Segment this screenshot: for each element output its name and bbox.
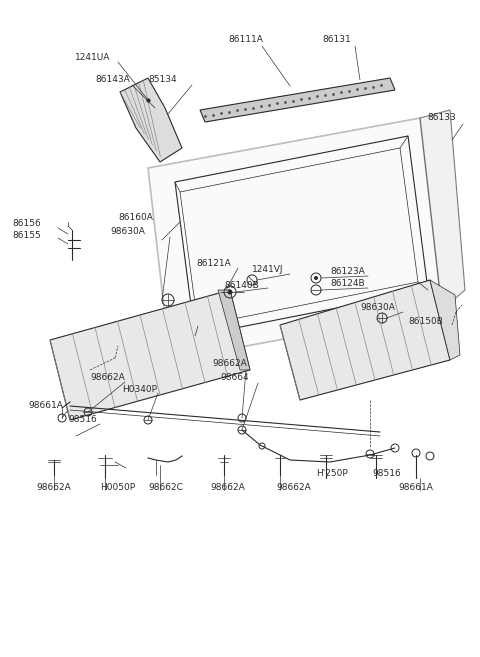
Polygon shape: [50, 290, 250, 420]
Text: 86111A: 86111A: [228, 35, 263, 45]
Text: 98662A: 98662A: [212, 359, 247, 369]
Text: 98516: 98516: [68, 415, 97, 424]
Text: 86143A: 86143A: [95, 76, 130, 85]
Text: 86121A: 86121A: [196, 260, 231, 269]
Text: 98664: 98664: [220, 373, 249, 382]
Text: 86155: 86155: [12, 231, 41, 240]
Polygon shape: [218, 290, 250, 370]
Text: 86140B: 86140B: [224, 281, 259, 290]
Text: 86123A: 86123A: [330, 267, 365, 277]
Text: 98662A: 98662A: [36, 484, 71, 493]
Text: 86133: 86133: [427, 114, 456, 122]
Polygon shape: [420, 110, 465, 310]
Text: 98661A: 98661A: [398, 484, 433, 493]
Text: 86124B: 86124B: [330, 279, 365, 288]
Text: 1241UA: 1241UA: [75, 53, 110, 62]
Text: 98662C: 98662C: [148, 484, 183, 493]
Text: 98662A: 98662A: [276, 484, 311, 493]
Polygon shape: [200, 78, 395, 122]
Text: H0340P: H0340P: [122, 386, 157, 394]
Text: 98661A: 98661A: [28, 401, 63, 411]
Polygon shape: [148, 118, 442, 360]
Text: 98662A: 98662A: [90, 373, 125, 382]
Text: 98630A: 98630A: [110, 227, 145, 237]
Text: 86150B: 86150B: [408, 317, 443, 327]
Polygon shape: [280, 280, 450, 400]
Polygon shape: [120, 78, 182, 162]
Circle shape: [228, 290, 232, 294]
Text: 1241VJ: 1241VJ: [252, 265, 284, 275]
Text: 86131: 86131: [322, 35, 351, 45]
Text: 98630A: 98630A: [360, 304, 395, 313]
Text: H'250P: H'250P: [316, 470, 348, 478]
Text: H0050P: H0050P: [100, 484, 135, 493]
Text: 98516: 98516: [372, 470, 401, 478]
Text: 85134: 85134: [148, 76, 177, 85]
Text: 86160A: 86160A: [118, 214, 153, 223]
Circle shape: [314, 277, 317, 279]
Polygon shape: [430, 280, 460, 360]
Text: 98662A: 98662A: [210, 484, 245, 493]
Text: 86156: 86156: [12, 219, 41, 229]
